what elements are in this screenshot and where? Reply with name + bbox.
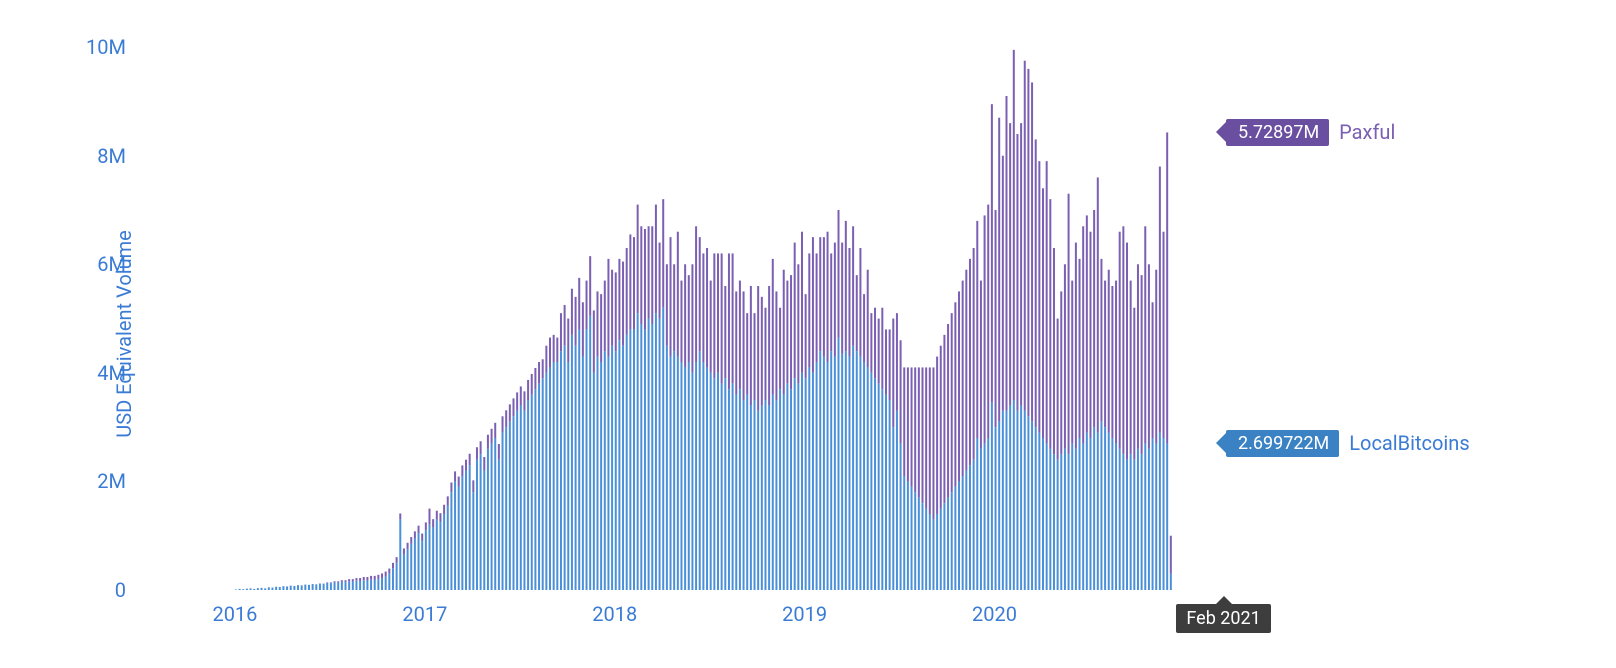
localbitcoins-label: LocalBitcoins <box>1349 431 1469 455</box>
x-tick: 2019 <box>782 602 827 626</box>
x-axis-callout: Feb 2021 <box>1176 604 1270 633</box>
paxful-callout: 5.72897M Paxful <box>1226 118 1395 146</box>
y-tick: 4M <box>97 361 126 385</box>
x-tick: 2017 <box>402 602 447 626</box>
volume-chart: USD Equivalent Volume 02M4M6M8M10M 20162… <box>0 0 1616 668</box>
plot-area <box>140 20 1210 590</box>
localbitcoins-callout: 2.699722M LocalBitcoins <box>1226 429 1470 457</box>
paxful-value: 5.72897M <box>1238 122 1319 143</box>
localbitcoins-value: 2.699722M <box>1238 433 1329 454</box>
y-tick: 8M <box>97 144 126 168</box>
y-tick: 10M <box>86 35 126 59</box>
y-tick: 0 <box>115 578 126 602</box>
x-tick: 2018 <box>592 602 637 626</box>
paxful-value-flag: 5.72897M <box>1226 119 1329 146</box>
y-tick: 2M <box>97 469 126 493</box>
chart-bars <box>140 20 1210 590</box>
localbitcoins-value-flag: 2.699722M <box>1226 430 1339 457</box>
paxful-label: Paxful <box>1339 120 1395 144</box>
x-tick: 2016 <box>212 602 257 626</box>
y-tick: 6M <box>97 252 126 276</box>
x-callout-label: Feb 2021 <box>1186 608 1260 629</box>
x-tick: 2020 <box>972 602 1017 626</box>
